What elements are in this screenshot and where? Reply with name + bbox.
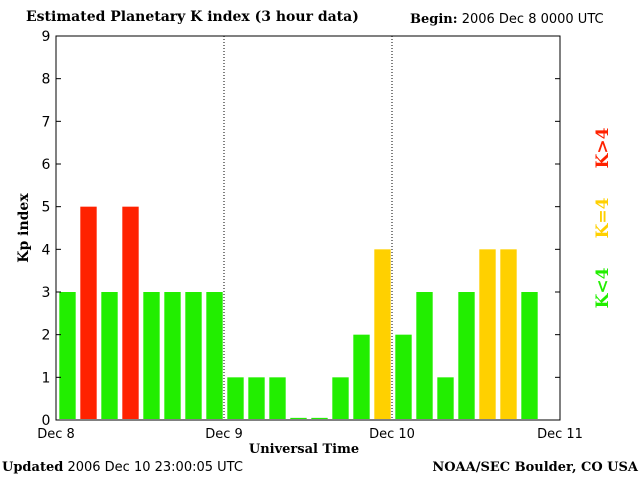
x-tick-label: Dec 8: [37, 427, 75, 442]
bars: [59, 206, 538, 419]
y-tick-label: 4: [42, 242, 51, 258]
kp-bar: [59, 292, 76, 419]
kp-bar: [185, 292, 202, 419]
kp-bar: [290, 417, 307, 419]
chart-title: Estimated Planetary K index (3 hour data…: [26, 9, 359, 25]
kp-bar: [227, 377, 244, 419]
kp-bar: [479, 249, 496, 419]
kp-bar: [353, 334, 370, 419]
y-axis-label: Kp index: [16, 193, 32, 263]
legend-equal-label: K=4: [593, 197, 613, 238]
y-tick-label: 9: [42, 29, 51, 45]
kp-bar: [521, 292, 538, 419]
begin-value: 2006 Dec 8 0000 UTC: [461, 12, 604, 27]
y-tick-label: 6: [42, 157, 51, 173]
kp-bar: [101, 292, 118, 419]
begin-info: Begin: 2006 Dec 8 0000 UTC: [410, 12, 604, 27]
updated-label: Updated: [2, 460, 64, 475]
kp-bar: [143, 292, 160, 419]
updated-value: 2006 Dec 10 23:00:05 UTC: [67, 460, 243, 475]
y-tick-label: 0: [42, 413, 51, 429]
y-tick-label: 5: [42, 200, 51, 216]
kp-bar: [269, 377, 286, 419]
kp-bar: [164, 292, 181, 419]
kp-bar: [311, 417, 328, 419]
kp-bar: [500, 249, 517, 419]
updated-info: Updated 2006 Dec 10 23:00:05 UTC: [2, 460, 243, 475]
y-tick-label: 1: [42, 370, 51, 386]
kp-bar: [416, 292, 433, 419]
kp-bar: [122, 206, 139, 419]
y-tick-label: 2: [42, 328, 51, 344]
y-tick-label: 3: [42, 285, 51, 301]
y-tick-label: 8: [42, 72, 51, 88]
kp-bar: [206, 292, 223, 419]
x-tick-label: Dec 10: [369, 427, 415, 442]
begin-label: Begin:: [410, 12, 458, 27]
y-tick-labels: 0 1 2 3 4 5 6 7 8 9: [42, 29, 560, 429]
x-tick-label: Dec 9: [205, 427, 243, 442]
kp-bar: [80, 206, 97, 419]
kp-bar: [374, 249, 391, 419]
grid-lines: [223, 36, 393, 420]
x-tick-label: Dec 11: [537, 427, 583, 442]
y-tick-label: 7: [42, 114, 51, 130]
x-axis-label: Universal Time: [249, 442, 359, 457]
kp-bar: [437, 377, 454, 419]
kp-bar: [332, 377, 349, 419]
legend-high-label: K>4: [593, 127, 613, 168]
kp-bar: [248, 377, 265, 419]
kp-bar: [458, 292, 475, 419]
plot-frame: [55, 35, 561, 421]
kp-bar: [395, 334, 412, 419]
legend-low-label: K<4: [593, 267, 613, 308]
credit-text: NOAA/SEC Boulder, CO USA: [432, 460, 638, 475]
x-tick-labels: Dec 8 Dec 9 Dec 10 Dec 11: [37, 427, 583, 442]
